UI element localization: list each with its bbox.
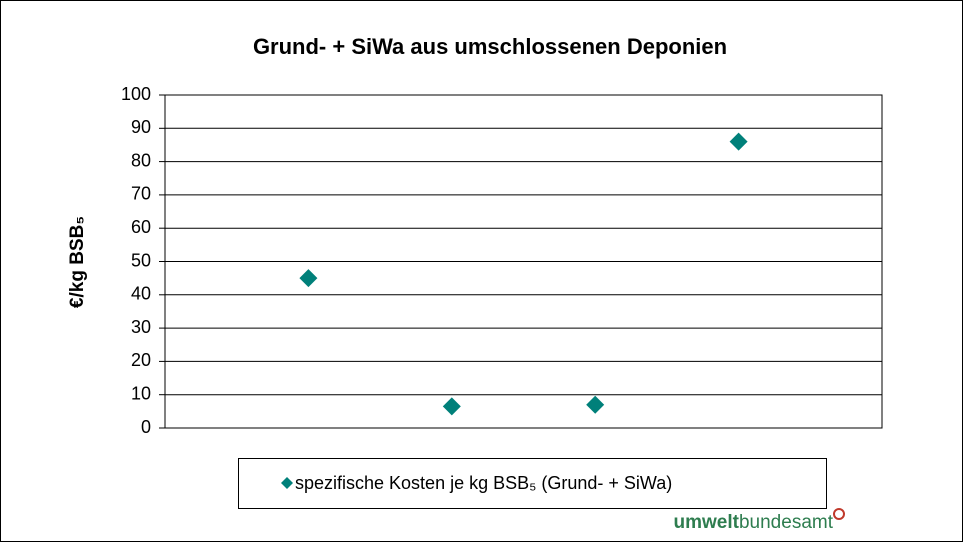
y-tick-label: 30 bbox=[131, 317, 151, 337]
y-tick-label: 80 bbox=[131, 150, 151, 170]
logo-mark bbox=[833, 508, 845, 520]
y-tick-label: 90 bbox=[131, 117, 151, 137]
y-tick-label: 100 bbox=[121, 84, 151, 104]
logo-regular: bundesamt bbox=[739, 512, 834, 533]
point bbox=[729, 132, 748, 151]
y-tick-label: 50 bbox=[131, 250, 151, 270]
point bbox=[299, 269, 318, 288]
y-tick-label: 70 bbox=[131, 184, 151, 204]
y-tick-label: 20 bbox=[131, 350, 151, 370]
legend-marker bbox=[281, 477, 293, 489]
point bbox=[442, 397, 461, 416]
y-tick-label: 10 bbox=[131, 383, 151, 403]
y-tick-label: 0 bbox=[141, 417, 151, 437]
y-tick-label: 60 bbox=[131, 217, 151, 237]
legend bbox=[238, 458, 827, 509]
logo: umweltbundesamt bbox=[674, 512, 834, 533]
chart-title: Grund- + SiWa aus umschlossenen Deponien bbox=[253, 34, 727, 59]
legend-label: spezifische Kosten je kg BSB₅ (Grund- + … bbox=[295, 473, 672, 493]
point bbox=[586, 395, 605, 414]
y-tick-label: 40 bbox=[131, 284, 151, 304]
y-axis-label: €/kg BSB₅ bbox=[67, 216, 88, 308]
logo-bold: umwelt bbox=[674, 512, 740, 533]
